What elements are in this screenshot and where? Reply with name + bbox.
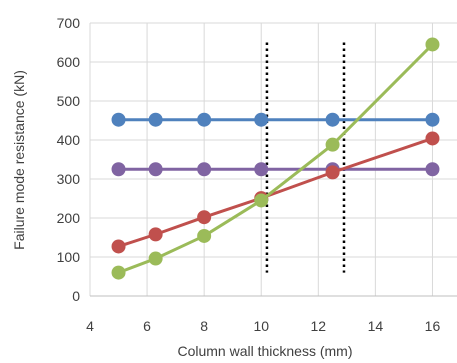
series-group bbox=[111, 37, 440, 280]
x-tick-label: 16 bbox=[425, 318, 441, 334]
x-tick-label: 4 bbox=[86, 318, 94, 334]
data-point bbox=[148, 227, 163, 242]
data-point bbox=[111, 162, 126, 177]
data-point bbox=[197, 228, 212, 243]
y-tick-label: 700 bbox=[57, 15, 81, 31]
x-tick-label: 14 bbox=[368, 318, 384, 334]
y-tick-labels: 0 100 200 300 400 500 600 700 bbox=[57, 15, 81, 304]
data-point bbox=[425, 162, 440, 177]
data-point bbox=[254, 162, 269, 177]
data-point bbox=[425, 112, 440, 127]
reference-lines bbox=[265, 42, 346, 273]
series-line-3 bbox=[118, 137, 433, 248]
data-point bbox=[111, 112, 126, 127]
data-point bbox=[325, 165, 340, 180]
data-point bbox=[425, 37, 440, 52]
data-point bbox=[197, 162, 212, 177]
y-tick-label: 400 bbox=[57, 132, 81, 148]
data-point bbox=[254, 112, 269, 127]
x-tick-label: 8 bbox=[200, 318, 208, 334]
series-line-4 bbox=[118, 43, 434, 275]
data-point bbox=[254, 193, 269, 208]
data-point bbox=[197, 112, 212, 127]
data-point bbox=[425, 131, 440, 146]
x-tick-label: 6 bbox=[143, 318, 151, 334]
data-point bbox=[325, 112, 340, 127]
y-tick-label: 100 bbox=[57, 249, 81, 265]
data-point bbox=[325, 137, 340, 152]
x-tick-label: 12 bbox=[311, 318, 327, 334]
data-point bbox=[148, 112, 163, 127]
x-tick-label: 10 bbox=[253, 318, 269, 334]
x-axis-title: Column wall thickness (mm) bbox=[177, 343, 352, 359]
data-point bbox=[111, 239, 126, 254]
data-point bbox=[148, 251, 163, 266]
y-tick-label: 300 bbox=[57, 171, 81, 187]
data-point bbox=[148, 162, 163, 177]
y-tick-label: 0 bbox=[72, 288, 80, 304]
y-tick-label: 600 bbox=[57, 54, 81, 70]
data-point bbox=[197, 210, 212, 225]
x-tick-labels: 4 6 8 10 12 14 16 bbox=[86, 318, 440, 334]
data-point bbox=[111, 265, 126, 280]
y-tick-label: 500 bbox=[57, 93, 81, 109]
y-axis-title: Failure mode resistance (kN) bbox=[11, 70, 27, 250]
y-tick-label: 200 bbox=[57, 210, 81, 226]
grid-lines bbox=[89, 22, 457, 297]
